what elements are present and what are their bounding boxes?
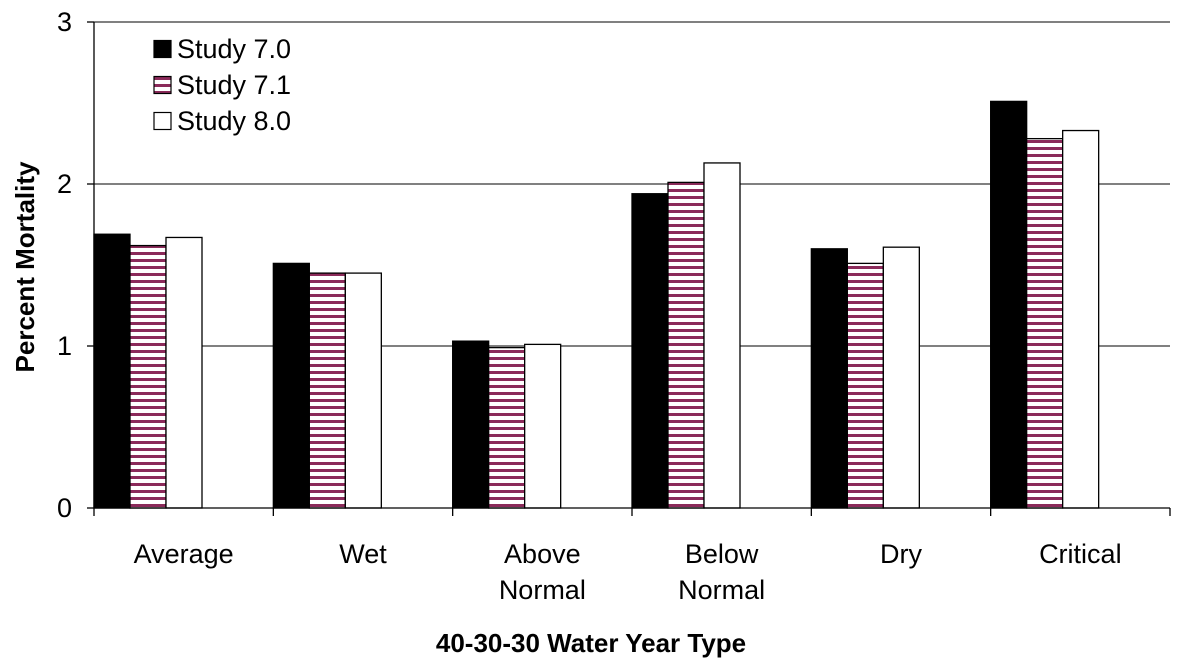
bar	[990, 100, 1028, 509]
bar	[810, 248, 848, 509]
bar	[846, 262, 884, 509]
bar	[93, 233, 131, 509]
bar	[667, 181, 705, 509]
bar	[703, 162, 741, 509]
legend-label: Study 7.1	[177, 70, 291, 100]
axis-labels: 0 1 2 3 Average Wet Above Normal Below Normal Dry C…	[57, 7, 1122, 605]
bar	[272, 262, 310, 509]
x-tick-label: Average	[134, 539, 234, 569]
y-tick-label: 1	[57, 331, 72, 361]
y-tick-label: 0	[57, 493, 72, 523]
legend-swatch	[153, 39, 172, 59]
legend: Study 7.0 Study 7.1 Study 8.0	[153, 34, 291, 136]
y-tick-label: 2	[57, 169, 72, 199]
bar	[882, 246, 920, 509]
x-tick-label: Above Normal	[499, 539, 586, 605]
bar	[631, 193, 669, 509]
x-tick-label: Critical	[1039, 539, 1122, 569]
bar	[165, 236, 203, 509]
axes	[87, 21, 1171, 516]
bars	[93, 100, 1100, 509]
bar	[344, 272, 382, 509]
x-tick-label: Dry	[880, 539, 922, 569]
legend-swatch	[153, 111, 172, 131]
y-tick-label: 3	[57, 7, 72, 37]
bar	[1026, 137, 1064, 509]
legend-label: Study 7.0	[177, 34, 291, 64]
x-axis-title: 40-30-30 Water Year Type	[436, 628, 746, 658]
x-tick-label: Below Normal	[678, 539, 765, 605]
bar	[488, 346, 526, 509]
bar	[524, 343, 562, 509]
bar	[1062, 129, 1100, 509]
bar	[308, 272, 346, 509]
y-axis-title: Percent Mortality	[10, 161, 40, 372]
bar	[452, 340, 490, 509]
bar	[129, 244, 167, 509]
legend-label: Study 8.0	[177, 106, 291, 136]
legend-swatch	[153, 75, 172, 95]
x-tick-label: Wet	[339, 539, 387, 569]
